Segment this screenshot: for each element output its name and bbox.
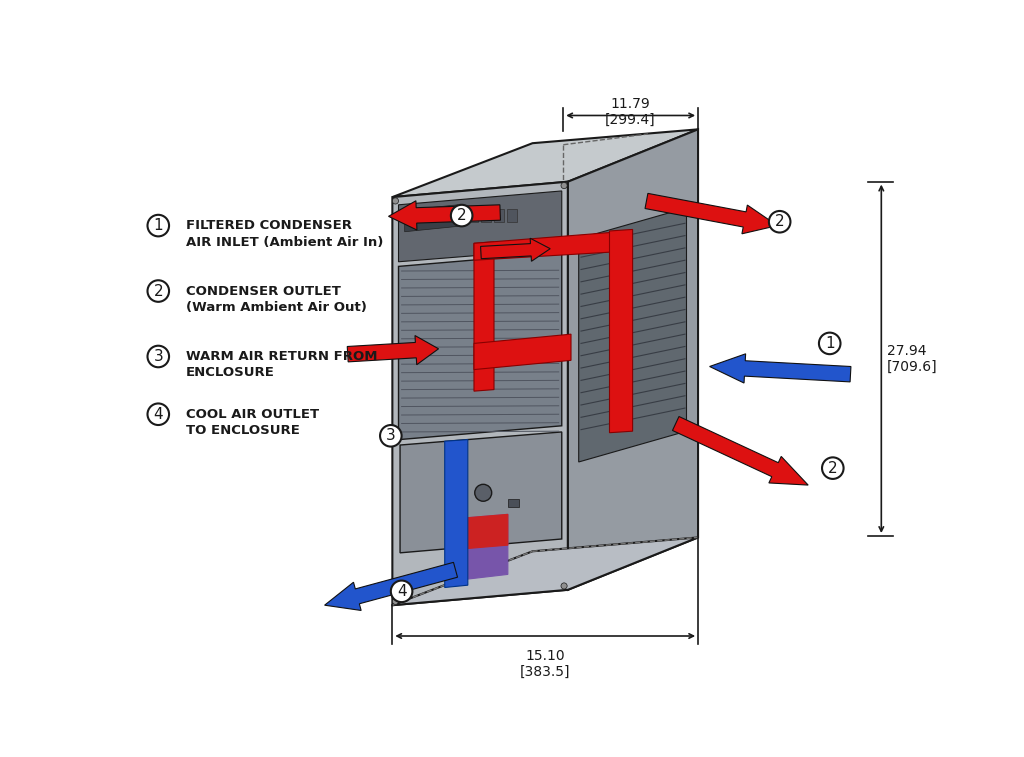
Circle shape — [147, 215, 169, 236]
Polygon shape — [398, 253, 562, 440]
Polygon shape — [347, 335, 438, 365]
Text: 4: 4 — [396, 584, 407, 599]
Polygon shape — [398, 191, 562, 262]
Text: 11.79
[299.4]: 11.79 [299.4] — [605, 97, 655, 127]
Circle shape — [819, 332, 841, 354]
Polygon shape — [494, 210, 504, 222]
Text: COOL AIR OUTLET: COOL AIR OUTLET — [186, 408, 319, 421]
Text: 2: 2 — [828, 461, 838, 475]
Polygon shape — [392, 129, 698, 197]
Text: 1: 1 — [825, 336, 835, 351]
Polygon shape — [462, 514, 508, 580]
Text: AIR INLET (Ambient Air In): AIR INLET (Ambient Air In) — [186, 235, 383, 248]
Polygon shape — [508, 499, 519, 506]
Circle shape — [380, 425, 401, 447]
Circle shape — [822, 457, 844, 479]
Polygon shape — [507, 210, 517, 222]
Text: 27.94
[709.6]: 27.94 [709.6] — [887, 344, 937, 374]
Polygon shape — [474, 231, 630, 260]
Text: (Warm Ambient Air Out): (Warm Ambient Air Out) — [186, 301, 367, 314]
Text: 1: 1 — [154, 218, 163, 233]
Text: 3: 3 — [386, 428, 395, 444]
Polygon shape — [400, 432, 562, 553]
Text: 3: 3 — [154, 349, 163, 364]
Polygon shape — [388, 201, 501, 230]
Polygon shape — [673, 416, 808, 485]
Circle shape — [391, 581, 413, 602]
Polygon shape — [710, 354, 851, 383]
Text: 2: 2 — [775, 214, 784, 229]
Text: ENCLOSURE: ENCLOSURE — [186, 366, 274, 379]
Polygon shape — [480, 238, 550, 261]
Polygon shape — [404, 205, 458, 232]
Polygon shape — [462, 514, 508, 549]
Circle shape — [392, 598, 398, 604]
Circle shape — [147, 346, 169, 367]
Polygon shape — [609, 229, 633, 433]
Text: TO ENCLOSURE: TO ENCLOSURE — [186, 424, 300, 438]
Circle shape — [561, 583, 567, 589]
Polygon shape — [474, 334, 571, 369]
Text: 2: 2 — [457, 208, 467, 223]
Circle shape — [451, 205, 472, 226]
Text: 2: 2 — [154, 284, 163, 298]
Polygon shape — [474, 241, 494, 391]
Circle shape — [147, 280, 169, 302]
Polygon shape — [481, 210, 490, 222]
Polygon shape — [392, 182, 568, 605]
Polygon shape — [392, 537, 698, 605]
Text: CONDENSER OUTLET: CONDENSER OUTLET — [186, 285, 341, 298]
Circle shape — [392, 198, 398, 204]
Polygon shape — [579, 208, 686, 462]
Circle shape — [475, 484, 492, 501]
Polygon shape — [645, 193, 777, 234]
Text: 4: 4 — [154, 407, 163, 422]
Text: FILTERED CONDENSER: FILTERED CONDENSER — [186, 220, 352, 232]
Polygon shape — [325, 562, 458, 610]
Polygon shape — [468, 210, 478, 222]
Circle shape — [147, 403, 169, 425]
Circle shape — [769, 211, 791, 232]
Text: 15.10
[383.5]: 15.10 [383.5] — [519, 649, 570, 679]
Polygon shape — [444, 440, 468, 587]
Polygon shape — [568, 129, 698, 590]
Circle shape — [561, 182, 567, 188]
Text: WARM AIR RETURN FROM: WARM AIR RETURN FROM — [186, 350, 378, 363]
